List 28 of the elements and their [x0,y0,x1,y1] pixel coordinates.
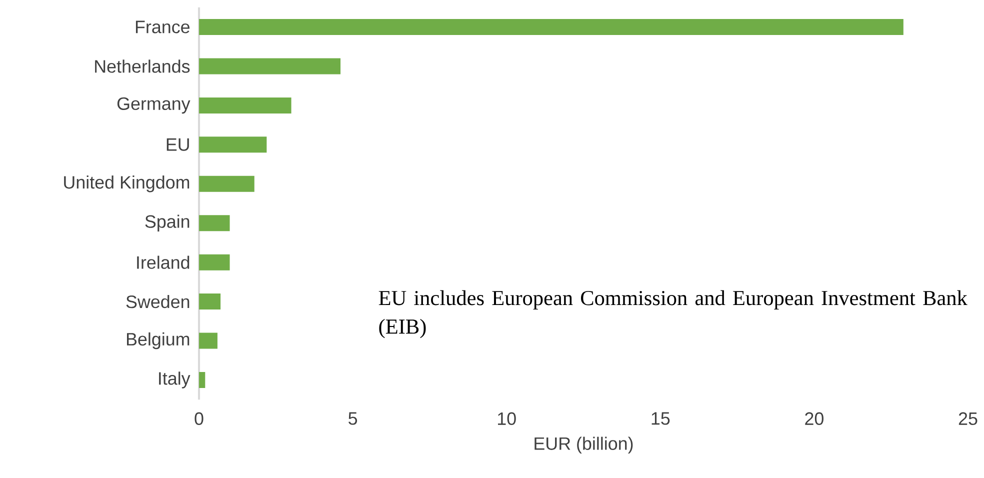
x-axis-title: EUR (billion) [534,436,633,454]
y-tick-label: Italy [159,372,190,388]
y-tick-label: Belgium [127,332,190,350]
bar [199,215,230,232]
x-tick-label: 0 [194,412,204,425]
y-tick-label: EU [166,138,189,151]
y-tick-label: France [136,20,190,34]
bar [199,19,904,36]
bar [199,136,267,153]
y-tick-label: Netherlands [95,60,190,73]
bar [199,372,206,388]
bar [199,97,292,114]
y-tick-label: Ireland [137,256,190,269]
bar [199,58,340,74]
annotation: EU includes European Commission and European Investment Bank (EIB) [378,290,968,338]
bar [199,294,221,310]
bar [199,254,230,270]
x-tick-label: 10 [498,412,516,425]
bar [199,332,218,349]
x-tick-label: 20 [805,412,824,425]
y-tick-label: Sweden [126,294,190,308]
x-tick-label: 25 [958,412,978,425]
x-tick-label: 5 [348,412,358,425]
y-tick-label: Germany [117,97,190,114]
bar [199,176,254,192]
x-tick-label: 15 [652,412,670,425]
y-tick-label: Spain [145,214,190,232]
y-tick-label: United Kingdom [64,176,190,192]
